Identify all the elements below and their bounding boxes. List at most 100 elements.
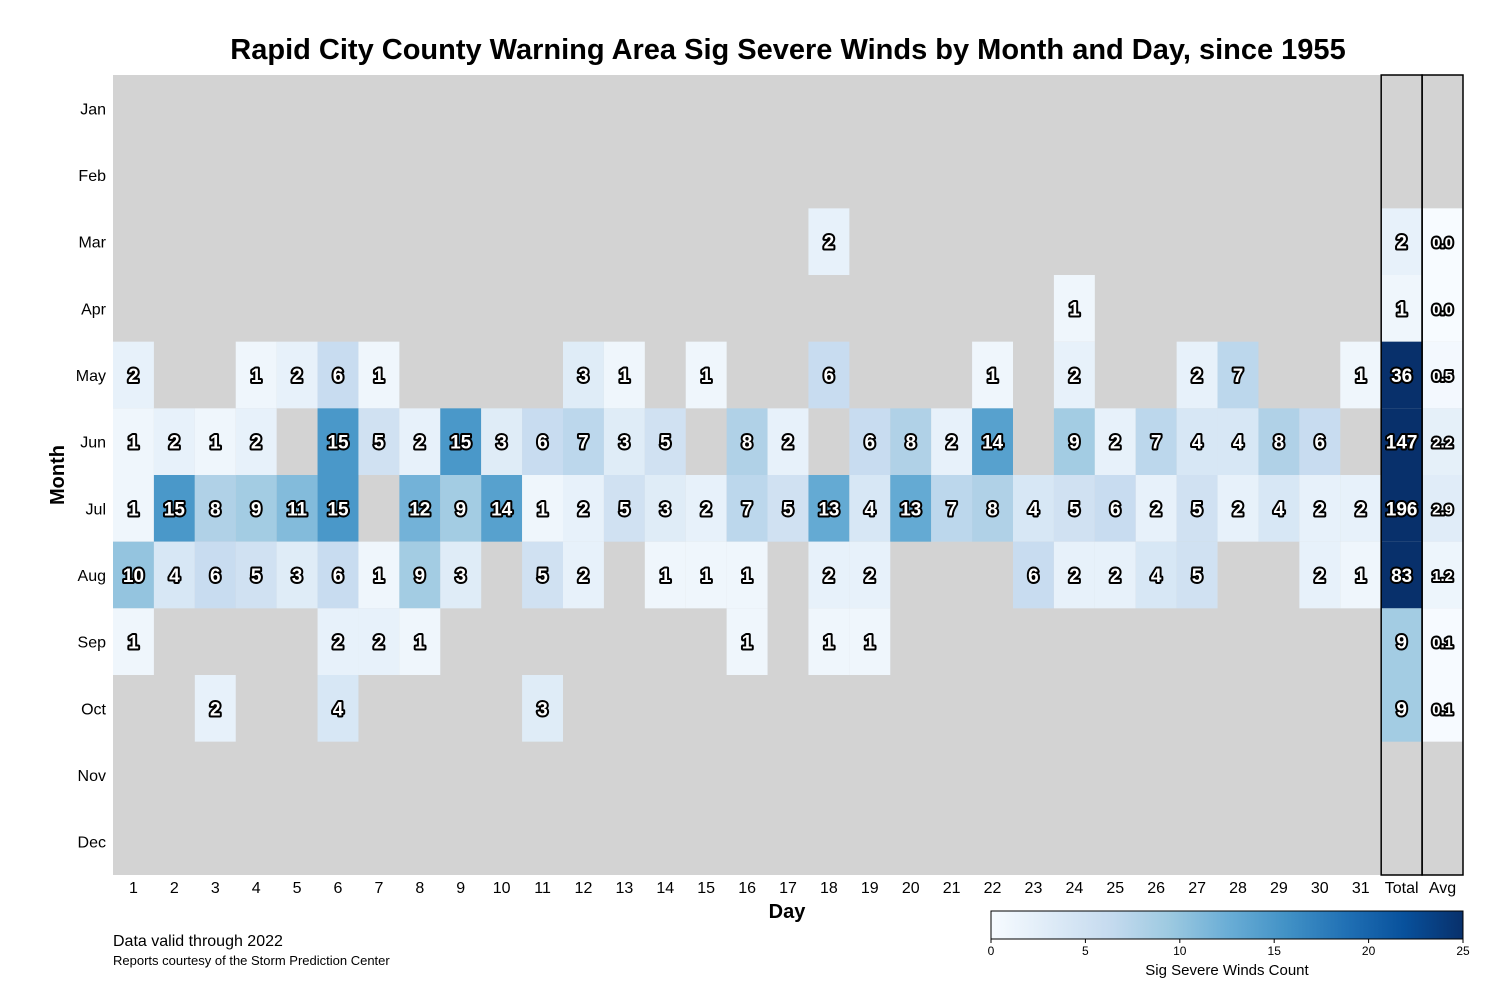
cell-value-label: 4 — [1151, 566, 1162, 587]
avg-value-label: 0.1 — [1432, 701, 1453, 718]
heat-cell — [113, 475, 154, 542]
heat-cell — [399, 475, 441, 542]
heat-cell — [931, 475, 973, 542]
x-tick-label: 21 — [943, 880, 961, 897]
heat-cell — [603, 475, 645, 542]
avg-cell — [1422, 541, 1463, 609]
heat-cell — [808, 341, 850, 409]
heat-cell — [276, 341, 318, 409]
heat-cell — [972, 475, 1013, 542]
avg-value-label: 2.2 — [1432, 435, 1453, 452]
total-cell — [1381, 408, 1423, 475]
cell-value-label: 2 — [415, 433, 426, 454]
cell-value-label: 2 — [578, 566, 589, 587]
heat-cell — [726, 475, 768, 542]
heat-cell — [1176, 475, 1218, 542]
avg-value-label: 2.9 — [1432, 501, 1453, 518]
heat-cell — [1258, 408, 1300, 475]
heat-cell — [358, 608, 400, 675]
avg-value-label: 0.0 — [1432, 301, 1453, 318]
cell-value-label: 5 — [660, 433, 671, 454]
heat-cell — [1135, 541, 1177, 609]
x-tick-label: 30 — [1311, 880, 1329, 897]
heat-cell — [317, 341, 359, 409]
avg-value-label: 0.5 — [1432, 368, 1453, 385]
cell-value-label: 1 — [824, 633, 835, 654]
heat-cell — [1299, 475, 1341, 542]
heat-cell — [1135, 408, 1177, 475]
cell-value-label: 1 — [701, 366, 712, 387]
cell-value-label: 2 — [1315, 566, 1326, 587]
heat-cell — [1053, 475, 1095, 542]
heat-cell — [685, 475, 727, 542]
heat-cell — [440, 475, 482, 542]
x-tick-label: 9 — [456, 880, 465, 897]
heat-cell — [522, 408, 563, 475]
heat-cell — [440, 408, 482, 475]
cell-value-label: 2 — [1069, 366, 1080, 387]
cell-value-label: 7 — [946, 499, 957, 520]
heat-cell — [358, 341, 400, 409]
y-tick-label: Mar — [78, 235, 106, 252]
x-tick-label: 22 — [984, 880, 1002, 897]
heat-cell — [563, 475, 604, 542]
colorbar-tick-label: 10 — [1173, 944, 1187, 958]
cell-value-label: 1 — [660, 566, 671, 587]
cell-value-label: 4 — [169, 566, 180, 587]
x-tick-label: 1 — [129, 880, 138, 897]
total-value-label: 9 — [1396, 633, 1407, 654]
total-cell — [1381, 275, 1423, 342]
heat-cell — [1176, 341, 1218, 409]
x-tick-label: 28 — [1229, 880, 1247, 897]
heat-cell — [522, 541, 563, 609]
cell-value-label: 6 — [537, 433, 548, 454]
x-tick-label: 27 — [1188, 880, 1206, 897]
cell-value-label: 4 — [1192, 433, 1203, 454]
heat-cell — [194, 541, 236, 609]
heat-cell — [563, 341, 604, 409]
cell-value-label: 1 — [742, 566, 753, 587]
cell-value-label: 7 — [1151, 433, 1162, 454]
heat-cell — [1217, 475, 1259, 542]
x-tick-label: 19 — [861, 880, 879, 897]
total-value-label: 36 — [1391, 366, 1412, 387]
cell-value-label: 2 — [333, 633, 344, 654]
cell-value-label: 1 — [619, 366, 630, 387]
cell-value-label: 6 — [333, 366, 344, 387]
cell-value-label: 14 — [982, 433, 1004, 454]
cell-value-label: 9 — [455, 499, 466, 520]
colorbar-ticks: 0 5 10 15 20 25 — [988, 939, 1470, 958]
cell-value-label: 6 — [824, 366, 835, 387]
cell-value-label: 6 — [1028, 566, 1039, 587]
heat-cell — [1053, 341, 1095, 409]
total-cell — [1381, 608, 1423, 675]
heat-cell — [849, 475, 891, 542]
avg-column-border — [1421, 74, 1464, 876]
cell-value-label: 8 — [987, 499, 998, 520]
cell-value-label: 3 — [619, 433, 630, 454]
x-tick-label: 3 — [211, 880, 220, 897]
cell-value-label: 3 — [292, 566, 303, 587]
cell-value-label: 4 — [333, 699, 344, 720]
total-value-label: 196 — [1386, 499, 1418, 520]
x-tick-label: 4 — [252, 880, 261, 897]
cell-value-label: 2 — [946, 433, 957, 454]
heat-cell — [153, 408, 195, 475]
heat-cell — [890, 475, 932, 542]
avg-cell — [1422, 608, 1463, 675]
heat-cell — [194, 408, 236, 475]
heat-cell — [563, 408, 604, 475]
heat-cell — [563, 541, 604, 609]
cell-value-label: 6 — [210, 566, 221, 587]
total-value-label: 1 — [1396, 299, 1407, 320]
avg-cell — [1422, 275, 1463, 342]
heat-cell — [317, 675, 359, 742]
heat-cell — [685, 541, 727, 609]
heat-cell — [849, 541, 891, 609]
colorbar-tick-label: 25 — [1456, 944, 1470, 958]
avg-value-label: 0.1 — [1432, 635, 1453, 652]
heat-cell — [603, 341, 645, 409]
y-tick-label: Aug — [78, 568, 106, 585]
y-tick-label: Oct — [81, 701, 106, 718]
cell-value-label: 3 — [660, 499, 671, 520]
